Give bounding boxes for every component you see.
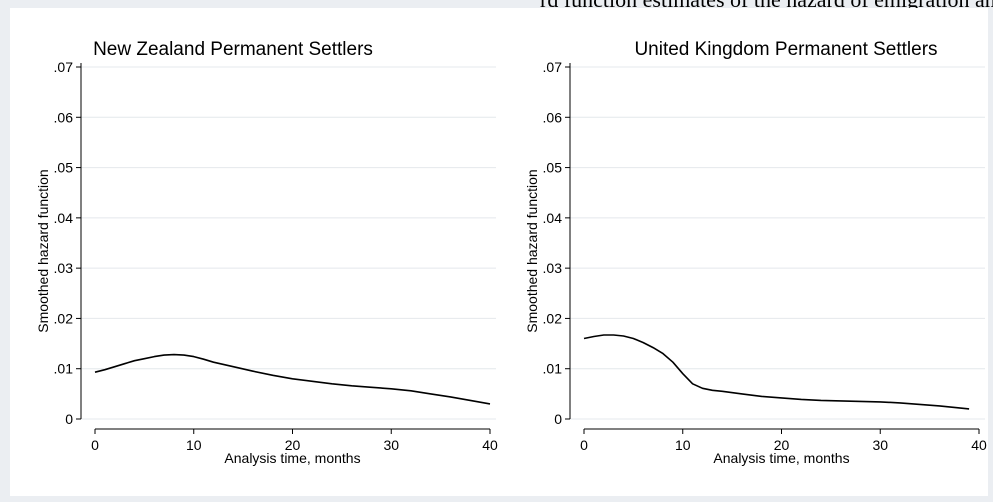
uk-y-tick-label: .02 <box>543 310 563 326</box>
chart-svg: 0 .01 .02 .03 .04 .05 .06 .07 0 10 20 30 40 New Zeala… <box>35 39 987 466</box>
caption-fragment: rd function estimates of the hazard of e… <box>540 0 993 8</box>
nz-y-tick-label: .04 <box>54 210 74 226</box>
nz-y-tick-label: .03 <box>54 260 74 276</box>
nz-chart-title: New Zealand Permanent Settlers <box>93 39 373 60</box>
uk-y-tick-label: .05 <box>543 160 563 176</box>
uk-x-tick-label: 30 <box>872 437 888 453</box>
nz-hazard-line <box>94 353 491 405</box>
plot-canvas: 0 .01 .02 .03 .04 .05 .06 .07 0 10 20 30 40 New Zeala… <box>10 8 988 496</box>
nz-x-tick-label: 30 <box>383 437 399 453</box>
uk-x-tick-label: 10 <box>675 437 691 453</box>
nz-x-tick-label: 40 <box>482 437 498 453</box>
nz-y-tick-label: .01 <box>54 361 74 377</box>
nz-y-tick-label: .02 <box>54 310 74 326</box>
uk-x-tick-label: 0 <box>580 437 588 453</box>
nz-y-tick-label: .05 <box>54 160 74 176</box>
nz-x-tick-label: 20 <box>285 437 301 453</box>
uk-y-tick-label: .01 <box>543 361 563 377</box>
nz-y-axis-label: Smoothed hazard function <box>35 169 51 332</box>
uk-y-tick-label: .07 <box>543 59 563 75</box>
uk-x-tick-label: 40 <box>971 437 987 453</box>
nz-y-tick-label: .07 <box>54 59 74 75</box>
uk-y-tick-label: .04 <box>543 210 563 226</box>
nz-x-tick-label: 10 <box>186 437 202 453</box>
uk-y-tick-label: .03 <box>543 260 563 276</box>
uk-chart-title: United Kingdom Permanent Settlers <box>634 39 937 60</box>
uk-x-axis-label: Analysis time, months <box>713 450 849 466</box>
uk-hazard-line <box>583 334 970 410</box>
nz-x-axis-label: Analysis time, months <box>224 450 360 466</box>
uk-x-tick-label: 20 <box>774 437 790 453</box>
nz-y-tick-label: 0 <box>65 411 73 427</box>
nz-y-tick-label: .06 <box>54 109 74 125</box>
nz-x-tick-label: 0 <box>91 437 99 453</box>
uk-y-tick-label: .06 <box>543 109 563 125</box>
uk-y-axis-label: Smoothed hazard function <box>524 169 540 332</box>
caption-fragment-strip: rd function estimates of the hazard of e… <box>0 0 993 8</box>
uk-y-tick-label: 0 <box>554 411 562 427</box>
